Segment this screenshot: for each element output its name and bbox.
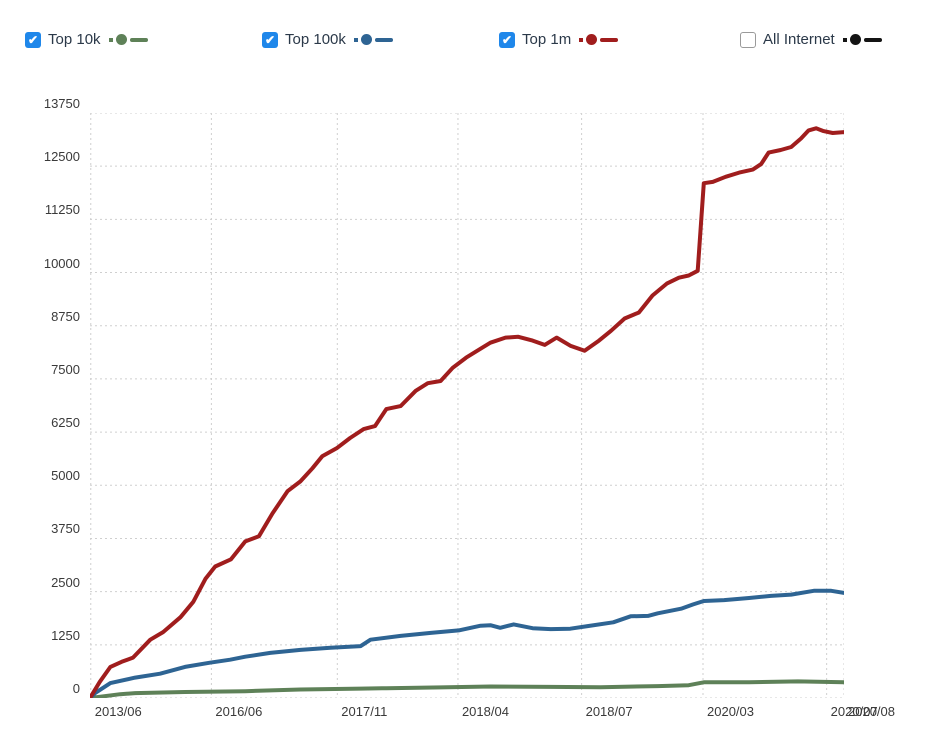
legend-label-all-internet: All Internet bbox=[763, 31, 835, 48]
legend-label-top-10k: Top 10k bbox=[48, 31, 101, 48]
top-10k-marker-square bbox=[108, 37, 113, 42]
y-tick-label-2500: 2500 bbox=[51, 574, 80, 590]
legend-item-all-internet[interactable]: All Internet bbox=[740, 31, 882, 48]
x-tick-label-2018-04: 2018/04 bbox=[461, 704, 509, 719]
top-10k-marker-circle bbox=[115, 34, 127, 45]
y-tick-label-0: 0 bbox=[72, 681, 80, 696]
all-internet-series-marker-icon bbox=[842, 34, 882, 45]
legend-label-top-1m: Top 1m bbox=[522, 31, 572, 48]
plot-area bbox=[90, 113, 844, 698]
top-1m-marker-square bbox=[579, 37, 584, 42]
top-100k-marker-circle bbox=[360, 34, 372, 45]
y-tick-label-13750: 13750 bbox=[43, 96, 80, 111]
all-internet-marker-dash bbox=[863, 37, 882, 42]
y-tick-label-3750: 3750 bbox=[51, 521, 80, 537]
x-tick-label-2020-07: 2020/07 bbox=[830, 704, 878, 719]
legend-item-top-10k[interactable]: ✔ Top 10k bbox=[25, 31, 148, 48]
x-tick-label-2016-06: 2016/06 bbox=[215, 704, 263, 719]
legend-label-top-100k: Top 100k bbox=[285, 31, 346, 48]
y-tick-label-1250: 1250 bbox=[51, 627, 80, 643]
all-internet-checkbox[interactable] bbox=[740, 31, 756, 48]
checkmark-icon: ✔ bbox=[264, 32, 276, 47]
x-tick-label-2017-11: 2017/11 bbox=[341, 704, 388, 719]
top-1m-marker-circle bbox=[586, 34, 598, 45]
series-line-top-10k bbox=[90, 679, 844, 698]
top-100k-series-marker-icon bbox=[353, 34, 393, 45]
x-tick-label-2013-06: 2013/06 bbox=[94, 704, 142, 719]
y-tick-label-12500: 12500 bbox=[43, 149, 80, 165]
series-line-top-1m bbox=[90, 126, 844, 698]
y-tick-label-8750: 8750 bbox=[51, 308, 80, 324]
x-tick-label-2020-03: 2020/03 bbox=[707, 704, 754, 719]
top-10k-marker-dash bbox=[129, 37, 148, 42]
top-1m-checkbox[interactable]: ✔ bbox=[499, 31, 515, 48]
x-tick-label-2018-07: 2018/07 bbox=[585, 704, 633, 719]
series-line-top-100k bbox=[90, 588, 844, 698]
y-tick-label-11250: 11250 bbox=[44, 202, 80, 218]
all-internet-marker-square bbox=[842, 37, 847, 42]
legend-item-top-100k[interactable]: ✔ Top 100k bbox=[262, 31, 393, 48]
top-1m-series-marker-icon bbox=[579, 34, 619, 45]
top-10k-series-marker-icon bbox=[108, 34, 148, 45]
x-tick-label-2020-08: 2020/08 bbox=[848, 704, 895, 719]
checkmark-icon: ✔ bbox=[27, 32, 39, 47]
top-10k-checkbox[interactable]: ✔ bbox=[25, 31, 41, 48]
top-100k-checkbox[interactable]: ✔ bbox=[262, 31, 278, 48]
y-tick-label-5000: 5000 bbox=[51, 468, 80, 484]
y-tick-label-6250: 6250 bbox=[51, 415, 80, 431]
y-tick-label-7500: 7500 bbox=[51, 361, 80, 377]
y-tick-label-10000: 10000 bbox=[43, 255, 80, 271]
legend-item-top-1m[interactable]: ✔ Top 1m bbox=[499, 31, 619, 48]
top-100k-marker-square bbox=[353, 37, 358, 42]
checkmark-icon: ✔ bbox=[501, 32, 513, 47]
top-1m-marker-dash bbox=[600, 37, 619, 42]
top-100k-marker-dash bbox=[374, 37, 393, 42]
all-internet-marker-circle bbox=[849, 34, 861, 45]
